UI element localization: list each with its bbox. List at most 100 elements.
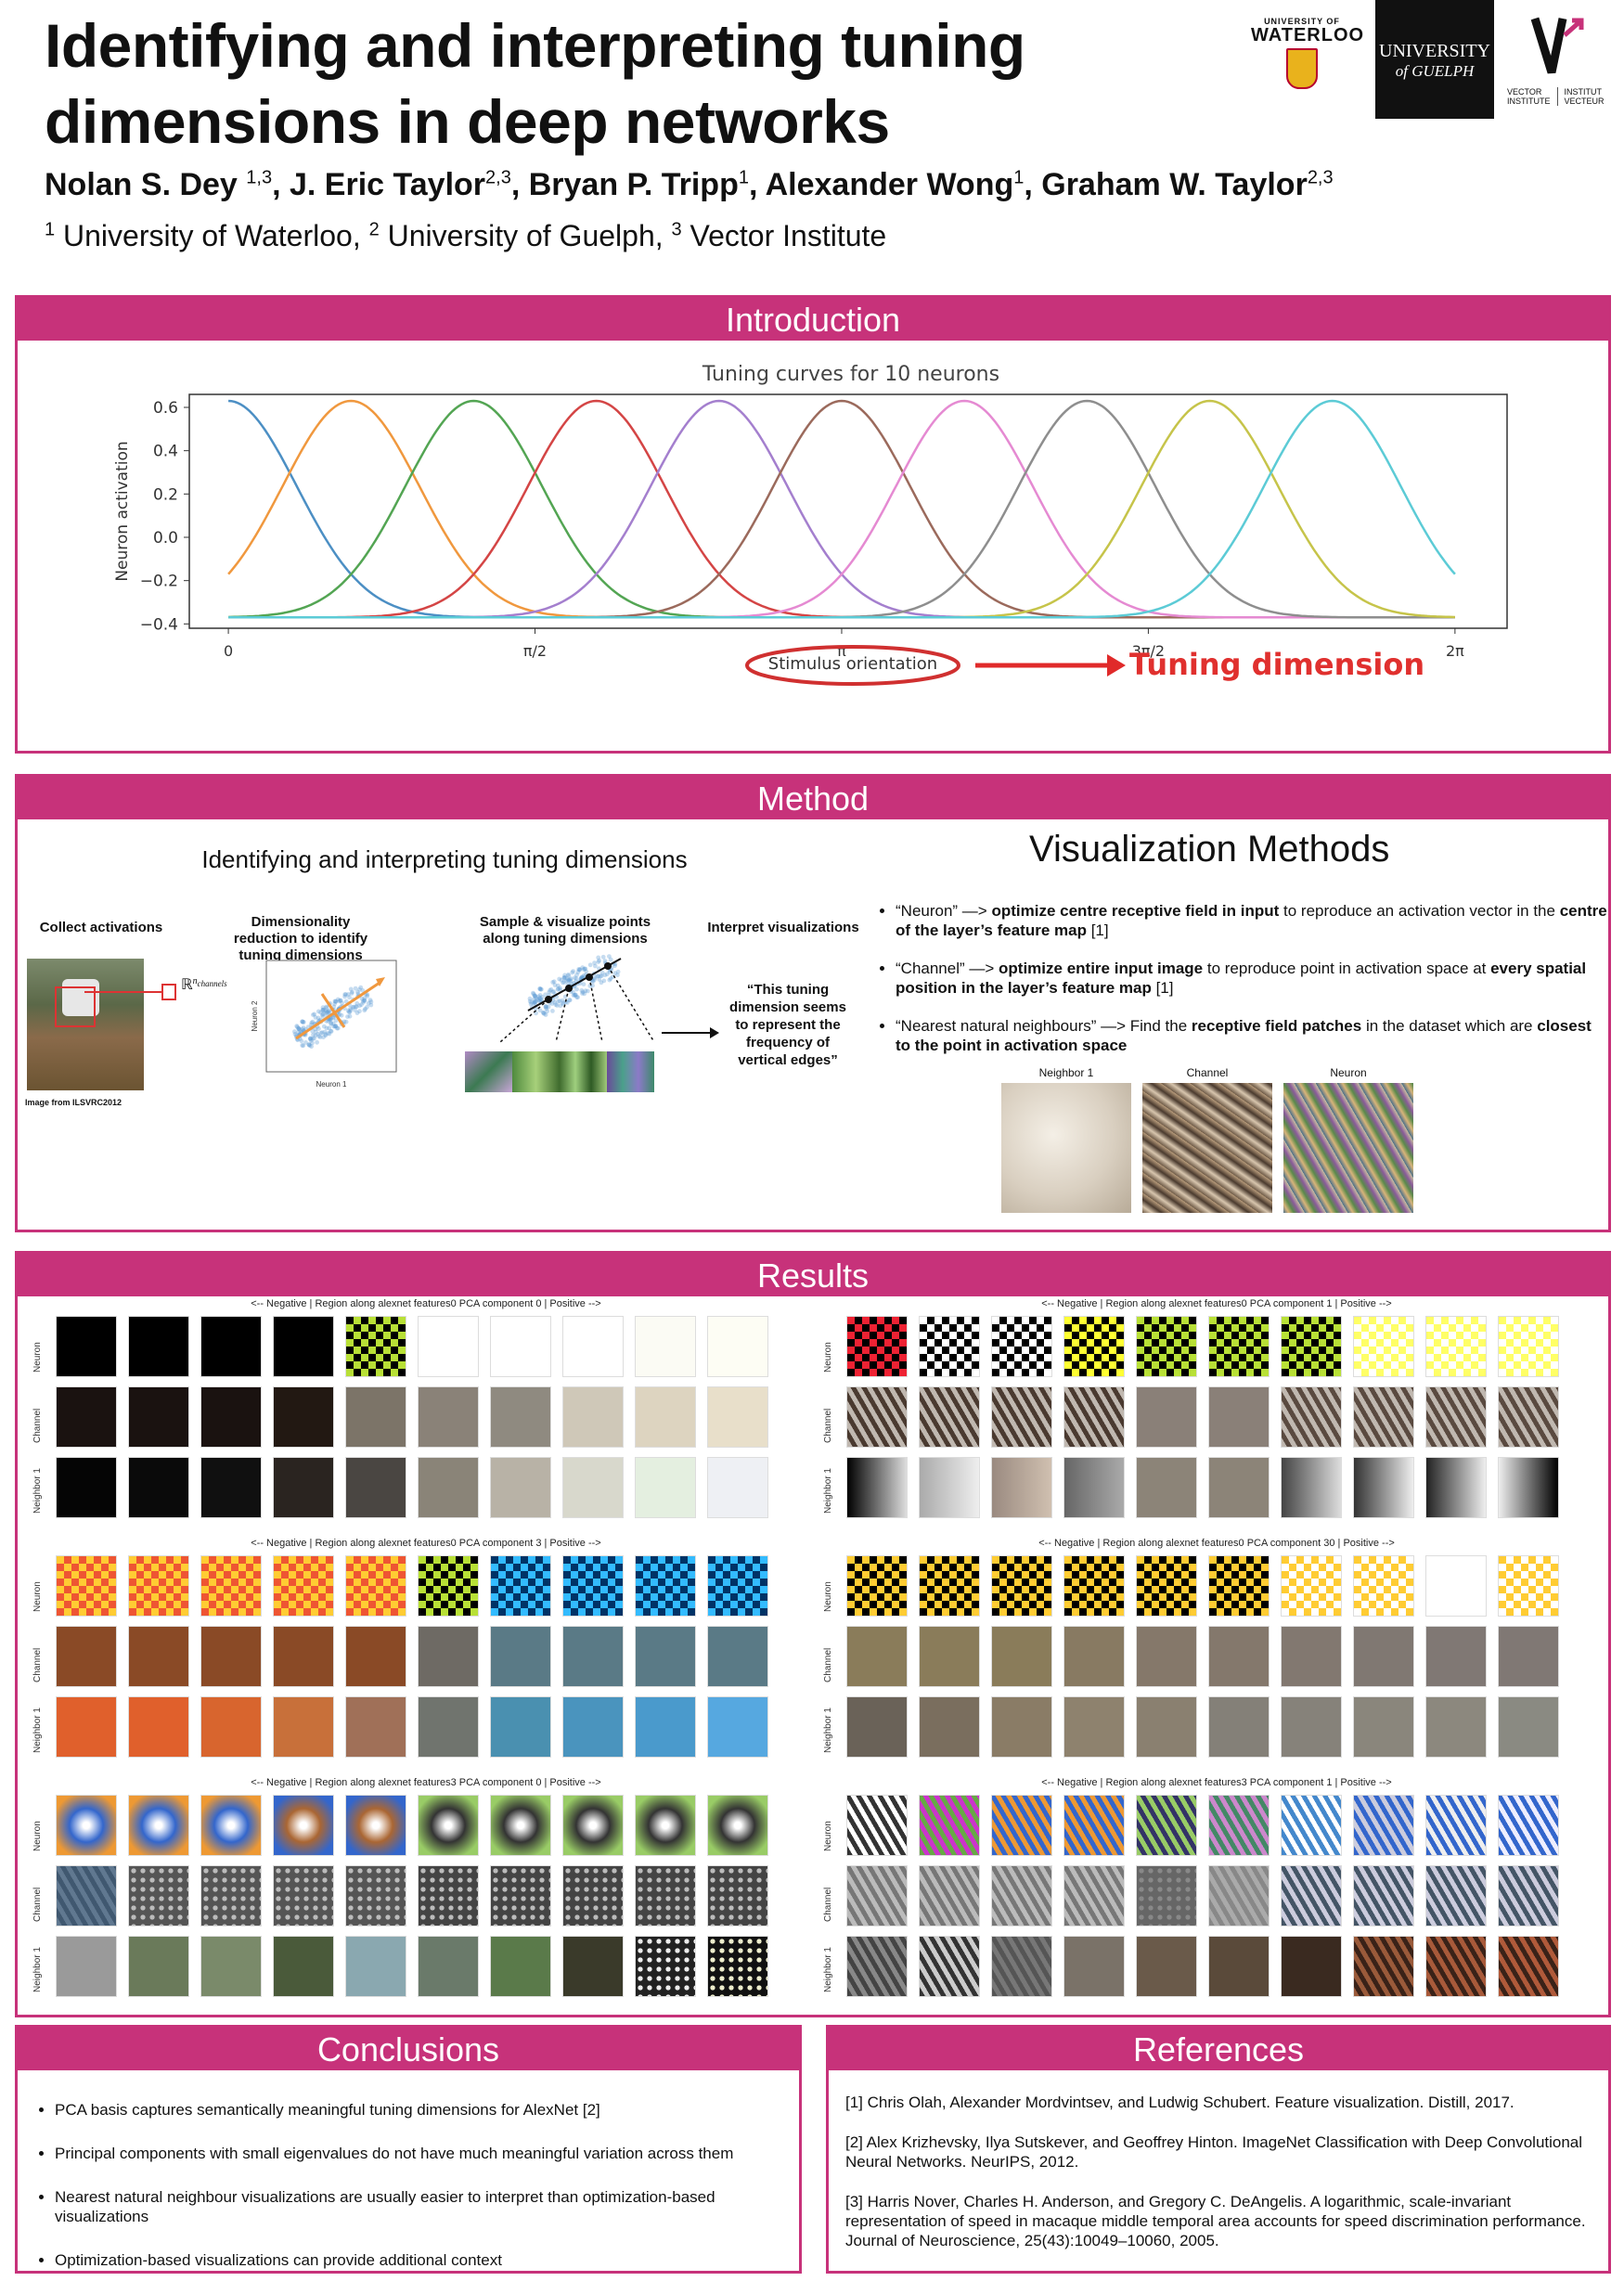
scatter-point bbox=[542, 1012, 547, 1016]
conclusions-section: Conclusions PCA basis captures semantica… bbox=[15, 2025, 802, 2274]
tuning-curve-3 bbox=[228, 399, 1455, 619]
results-row-label: Neuron bbox=[32, 1821, 43, 1851]
scatter-point bbox=[300, 1019, 305, 1025]
y-tick-label: 0.0 bbox=[153, 529, 178, 548]
visualization-tile bbox=[991, 1936, 1052, 1997]
scatter-point bbox=[295, 1025, 300, 1030]
scatter-point bbox=[332, 1024, 338, 1029]
conclusion-item: Optimization-based visualizations can pr… bbox=[55, 2250, 799, 2270]
visualization-tile bbox=[991, 1316, 1052, 1377]
scatter-point bbox=[345, 1008, 351, 1013]
scatter-point bbox=[572, 993, 577, 998]
visualization-tile bbox=[345, 1457, 406, 1518]
visualization-tile bbox=[418, 1696, 479, 1758]
visualization-tile bbox=[1353, 1936, 1414, 1997]
scatter-point bbox=[321, 1024, 327, 1029]
references-section: References [1] Chris Olah, Alexander Mor… bbox=[826, 2025, 1611, 2274]
conclusion-item: Principal components with small eigenval… bbox=[55, 2144, 799, 2163]
scatter-point bbox=[329, 1029, 334, 1034]
scatter-point bbox=[615, 973, 620, 978]
visualization-tile bbox=[418, 1386, 479, 1448]
stimulus-ellipse bbox=[745, 645, 960, 686]
step-sample-label: Sample & visualize points along tuning d… bbox=[479, 914, 651, 947]
tuning-curve-4 bbox=[228, 399, 1455, 619]
scatter-point bbox=[365, 994, 370, 999]
visualization-tile bbox=[1063, 1626, 1125, 1687]
scatter-point bbox=[338, 998, 343, 1003]
scatter-point bbox=[552, 983, 558, 987]
scatter-point bbox=[346, 1010, 352, 1014]
scatter-point bbox=[318, 1010, 323, 1015]
scatter-point bbox=[581, 982, 586, 986]
visualization-tile bbox=[846, 1696, 908, 1758]
results-row-label: Channel bbox=[32, 1887, 43, 1922]
visualization-tile bbox=[846, 1936, 908, 1997]
visualization-tile bbox=[562, 1386, 624, 1448]
visualization-tile bbox=[1353, 1386, 1414, 1448]
scatter-point bbox=[307, 1043, 313, 1049]
scatter-point bbox=[321, 1007, 327, 1012]
scatter-point bbox=[301, 1020, 306, 1025]
visualization-tile bbox=[846, 1865, 908, 1927]
visualization-tile bbox=[1281, 1316, 1342, 1377]
scatter-point bbox=[531, 997, 536, 1002]
scatter-point bbox=[339, 1012, 344, 1018]
visualization-tile bbox=[1425, 1795, 1487, 1856]
scatter-point bbox=[296, 1025, 302, 1031]
visualization-tile bbox=[562, 1865, 624, 1927]
scatter-point bbox=[562, 973, 567, 978]
scatter-point bbox=[332, 999, 338, 1004]
results-grid-title: <-- Negative | Region along alexnet feat… bbox=[251, 1538, 601, 1549]
scatter-point bbox=[337, 999, 342, 1004]
scatter-point bbox=[556, 999, 561, 1004]
visualization-tile bbox=[128, 1555, 189, 1617]
y-tick-label: −0.2 bbox=[140, 573, 178, 591]
waterloo-logo-text: WATERLOO bbox=[1251, 25, 1365, 45]
scatter-point bbox=[592, 960, 597, 965]
tuning-curve-10 bbox=[228, 399, 1456, 619]
author: , Alexander Wong bbox=[748, 167, 1014, 202]
scatter-point bbox=[531, 1001, 536, 1006]
scatter-point bbox=[326, 1031, 330, 1036]
scatter-point bbox=[323, 1032, 329, 1037]
scatter-point bbox=[321, 1012, 326, 1017]
author-affil-sup: 2,3 bbox=[1307, 167, 1334, 188]
scatter-point bbox=[354, 1000, 360, 1006]
scatter-point bbox=[316, 1032, 320, 1037]
scatter-point bbox=[573, 992, 578, 998]
scatter-point bbox=[312, 1036, 316, 1041]
vector-institute-logo: VECTOR INSTITUTE INSTITUT VECTEUR bbox=[1507, 15, 1618, 117]
scatter-point bbox=[330, 1015, 336, 1021]
visualization-tile bbox=[345, 1936, 406, 1997]
scatter-point bbox=[583, 988, 588, 994]
scatter-point bbox=[335, 997, 341, 1002]
scatter-point bbox=[567, 998, 573, 1003]
visualization-tile bbox=[273, 1865, 334, 1927]
visualization-tile bbox=[490, 1626, 551, 1687]
scatter-point bbox=[338, 998, 343, 1003]
scatter-point bbox=[602, 959, 608, 963]
visualization-tile bbox=[1425, 1936, 1487, 1997]
visualization-tile bbox=[418, 1626, 479, 1687]
scatter-point bbox=[533, 993, 537, 999]
scatter-point bbox=[575, 995, 580, 1000]
scatter-point bbox=[318, 1030, 324, 1036]
scatter-point bbox=[574, 976, 579, 981]
visualization-tile bbox=[128, 1457, 189, 1518]
visualization-tile bbox=[418, 1555, 479, 1617]
scatter-point bbox=[592, 977, 597, 982]
scatter-point bbox=[350, 989, 354, 995]
scatter-point bbox=[599, 980, 604, 986]
visualization-tile bbox=[1425, 1457, 1487, 1518]
tuning-curve-5 bbox=[228, 399, 1455, 619]
visualization-tile bbox=[1136, 1795, 1197, 1856]
scatter-point bbox=[598, 973, 603, 979]
scatter-point bbox=[354, 1004, 359, 1010]
scatter-point bbox=[608, 957, 613, 962]
scatter-point bbox=[366, 1000, 371, 1006]
visualization-tile bbox=[919, 1865, 980, 1927]
visualization-tile bbox=[200, 1555, 262, 1617]
scatter-point bbox=[327, 1025, 332, 1031]
visualization-tile bbox=[273, 1386, 334, 1448]
scatter-point bbox=[532, 993, 537, 999]
